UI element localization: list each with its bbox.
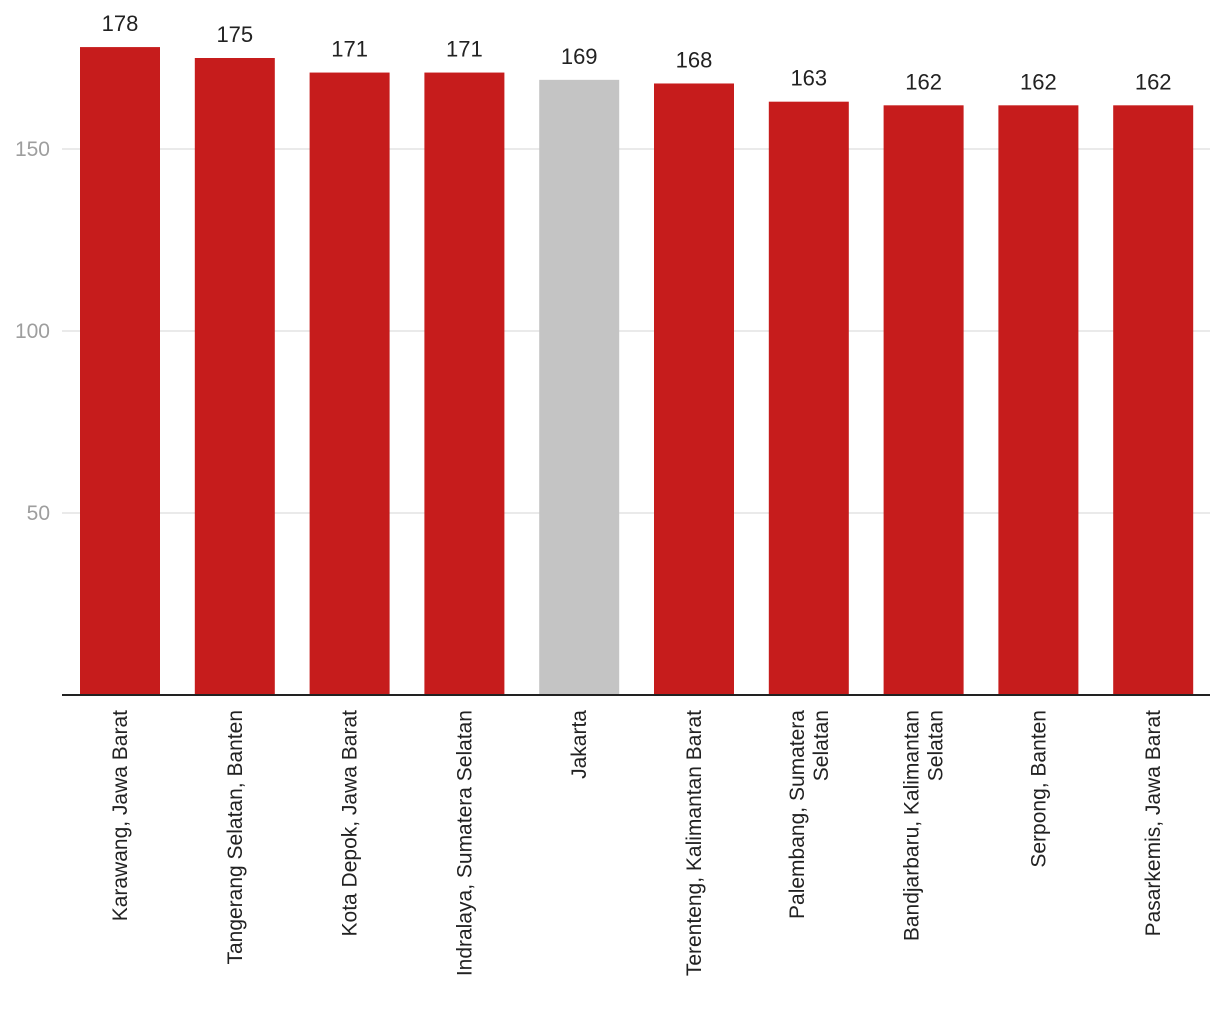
bar-value-label: 162 (1135, 69, 1172, 94)
y-tick-label: 100 (15, 320, 50, 343)
bar-value-label: 178 (102, 11, 139, 36)
bar (768, 101, 849, 696)
bar-value-label: 162 (905, 69, 942, 94)
x-tick-label: Tangerang Selatan, Banten (224, 710, 247, 965)
bar (80, 47, 160, 695)
bar (539, 79, 620, 696)
bar (654, 83, 734, 696)
bar-value-label: 171 (446, 37, 483, 62)
x-tick-label: Palembang, Sumatera (786, 710, 809, 919)
x-tick-label: Pasarkemis, Jawa Barat (1142, 710, 1165, 937)
x-tick-label: Kota Depok, Jawa Barat (339, 710, 362, 937)
bar-value-label: 168 (676, 47, 713, 72)
bars (80, 47, 1194, 696)
bar-value-labels: 178 175 171 171 169 168 163 162 162 162 (102, 11, 1172, 94)
x-tick-label: Serpong, Banten (1027, 710, 1050, 868)
x-tick-label: Selatan (810, 710, 833, 781)
bar (194, 58, 275, 695)
x-tick-label: Jakarta (568, 710, 591, 779)
x-axis-category-labels: Karawang, Jawa Barat Tangerang Selatan, B… (109, 710, 1165, 976)
bar (998, 105, 1079, 695)
bar (309, 72, 390, 695)
bar-value-label: 163 (790, 66, 827, 91)
x-tick-label: Bandjarbaru, Kalimantan (901, 710, 924, 941)
bar-value-label: 175 (216, 22, 253, 47)
x-tick-label: Karawang, Jawa Barat (109, 710, 132, 921)
bar-value-label: 169 (561, 44, 598, 69)
bar (424, 72, 505, 695)
x-tick-label: Indralaya, Sumatera Selatan (453, 710, 476, 976)
y-axis-ticks: 50 100 150 (15, 138, 50, 525)
y-tick-label: 50 (27, 502, 50, 525)
bar-value-label: 162 (1020, 69, 1057, 94)
y-tick-label: 150 (15, 138, 50, 161)
bar-value-label: 171 (331, 37, 368, 62)
x-tick-label: Selatan (925, 710, 948, 781)
bar (883, 105, 964, 695)
bar (1113, 105, 1194, 695)
x-tick-label: Terenteng, Kalimantan Barat (683, 710, 706, 976)
